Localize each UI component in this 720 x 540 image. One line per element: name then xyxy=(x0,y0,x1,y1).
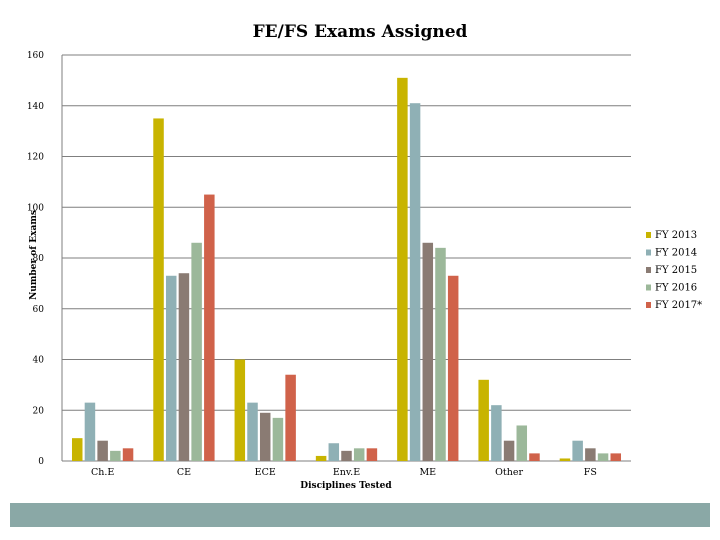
footer-bar xyxy=(10,503,710,527)
y-tick-label: 80 xyxy=(33,254,45,264)
y-tick-label: 100 xyxy=(27,203,44,213)
y-tick-label: 120 xyxy=(27,153,44,163)
bar-me-4 xyxy=(447,275,459,461)
bar-me-1 xyxy=(409,103,421,462)
legend-label: FY 2013 xyxy=(655,230,697,241)
legend-swatch xyxy=(646,284,651,291)
y-tick-label: 40 xyxy=(33,356,45,366)
x-category-label: ME xyxy=(419,467,436,478)
bar-fs-4 xyxy=(610,453,622,461)
bar-other-4 xyxy=(529,453,540,461)
x-axis-title: Disciplines Tested xyxy=(300,481,392,491)
bar-enve-4 xyxy=(366,448,378,461)
bar-che-2 xyxy=(97,440,108,461)
y-tick-labels: 0 20 40 60 80 100 120 140 160 xyxy=(27,51,44,467)
x-category-label: Ch.E xyxy=(91,467,114,478)
bar-ce-4 xyxy=(204,194,215,461)
bar-ece-0 xyxy=(234,359,246,461)
bar-other-3 xyxy=(516,425,528,461)
bars xyxy=(71,77,622,462)
y-tick-label: 20 xyxy=(33,406,45,416)
x-category-label: CE xyxy=(177,467,191,478)
bar-fs-2 xyxy=(585,448,596,461)
bar-enve-1 xyxy=(328,443,340,461)
bar-enve-3 xyxy=(353,448,365,461)
x-category-labels: Ch.E CE ECE Env.E ME Other FS xyxy=(91,467,597,478)
bar-other-1 xyxy=(491,405,502,461)
bar-che-1 xyxy=(84,402,96,461)
bar-ece-3 xyxy=(272,417,284,461)
y-tick-label: 0 xyxy=(38,457,44,467)
x-category-label: Env.E xyxy=(333,467,360,478)
gridlines xyxy=(61,54,631,462)
legend-label: FY 2016 xyxy=(655,283,697,294)
bar-ce-3 xyxy=(191,242,202,461)
bar-ce-1 xyxy=(165,275,177,461)
legend: FY 2013 FY 2014 FY 2015 FY 2016 FY 2017* xyxy=(646,230,702,311)
x-category-label: FS xyxy=(584,467,597,478)
legend-swatch xyxy=(646,267,651,273)
legend-swatch xyxy=(646,249,651,256)
bar-enve-2 xyxy=(341,450,352,461)
y-tick-label: 60 xyxy=(33,305,45,315)
bar-ece-2 xyxy=(259,412,271,461)
y-tick-label: 160 xyxy=(27,51,44,61)
bar-che-3 xyxy=(110,450,121,461)
x-category-label: Other xyxy=(495,467,523,478)
x-category-label: ECE xyxy=(255,467,276,478)
bar-ce-0 xyxy=(153,118,164,461)
y-tick-label: 140 xyxy=(27,102,44,112)
legend-label: FY 2015 xyxy=(655,265,697,276)
y-axis-title: Number of Exams xyxy=(29,210,39,300)
bar-fs-0 xyxy=(559,458,571,461)
bar-me-2 xyxy=(422,242,434,461)
bar-enve-0 xyxy=(315,455,327,461)
bar-che-4 xyxy=(122,448,134,461)
bar-ce-2 xyxy=(178,273,190,461)
legend-swatch xyxy=(646,232,651,238)
chart-title: FE/FS Exams Assigned xyxy=(253,22,468,42)
bar-ece-4 xyxy=(285,374,296,461)
bar-che-0 xyxy=(71,438,83,461)
legend-label: FY 2014 xyxy=(655,248,697,259)
bar-ece-1 xyxy=(247,402,258,461)
legend-swatch xyxy=(646,302,651,308)
legend-label: FY 2017* xyxy=(655,300,702,311)
bar-fs-3 xyxy=(597,453,609,461)
bar-me-3 xyxy=(435,247,446,461)
bar-me-0 xyxy=(397,77,408,462)
bar-fs-1 xyxy=(572,440,583,461)
bar-other-0 xyxy=(478,379,489,461)
bar-other-2 xyxy=(503,440,515,461)
